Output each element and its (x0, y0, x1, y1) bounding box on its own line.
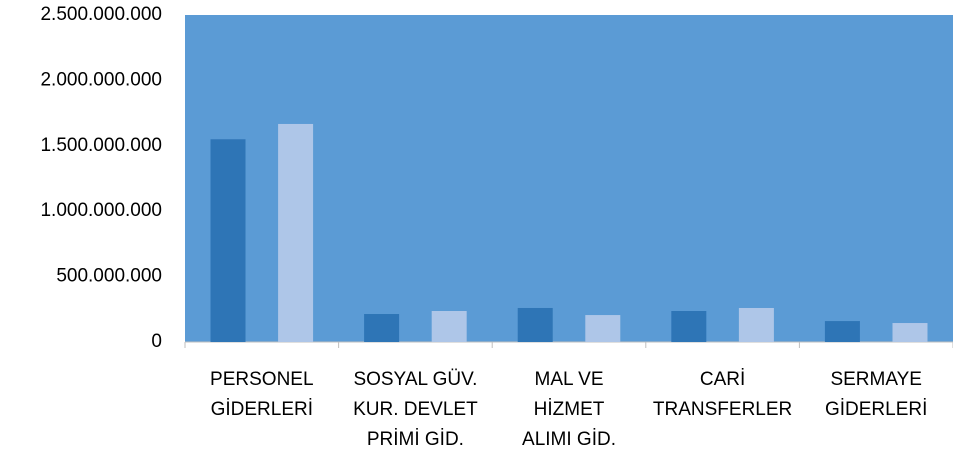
bar (431, 311, 467, 342)
bar (824, 321, 860, 342)
bar (364, 314, 400, 342)
bar (517, 307, 553, 342)
bar (738, 307, 774, 342)
x-tick-label: SERMAYE (830, 369, 922, 390)
y-tick-label: 2.000.000.000 (40, 69, 162, 90)
bar (210, 139, 246, 342)
x-tick-label: KUR. DEVLET (353, 399, 478, 420)
y-tick-label: 500.000.000 (56, 266, 162, 287)
x-tick-label: TRANSFERLER (653, 399, 792, 420)
x-tick-label: CARİ (700, 369, 745, 390)
bar (671, 311, 707, 342)
x-tick-label: PERSONEL (210, 369, 313, 390)
x-tick-label: MAL VE (535, 369, 604, 390)
bar (585, 315, 621, 342)
x-tick-label: HİZMET (534, 399, 605, 420)
x-tick-label: GİDERLERİ (211, 399, 313, 420)
x-tick-label: ALIMI GİD. (522, 429, 616, 450)
bar (278, 123, 314, 343)
x-tick-label: GİDERLERİ (825, 399, 927, 420)
x-tick-label: SOSYAL GÜV. (353, 369, 477, 390)
x-tick-label: PRİMİ GİD. (367, 429, 464, 450)
y-tick-label: 2.500.000.000 (40, 4, 162, 25)
y-tick-label: 1.000.000.000 (40, 200, 162, 221)
y-tick-label: 0 (151, 331, 162, 352)
y-tick-label: 1.500.000.000 (40, 135, 162, 156)
bar (892, 323, 928, 342)
